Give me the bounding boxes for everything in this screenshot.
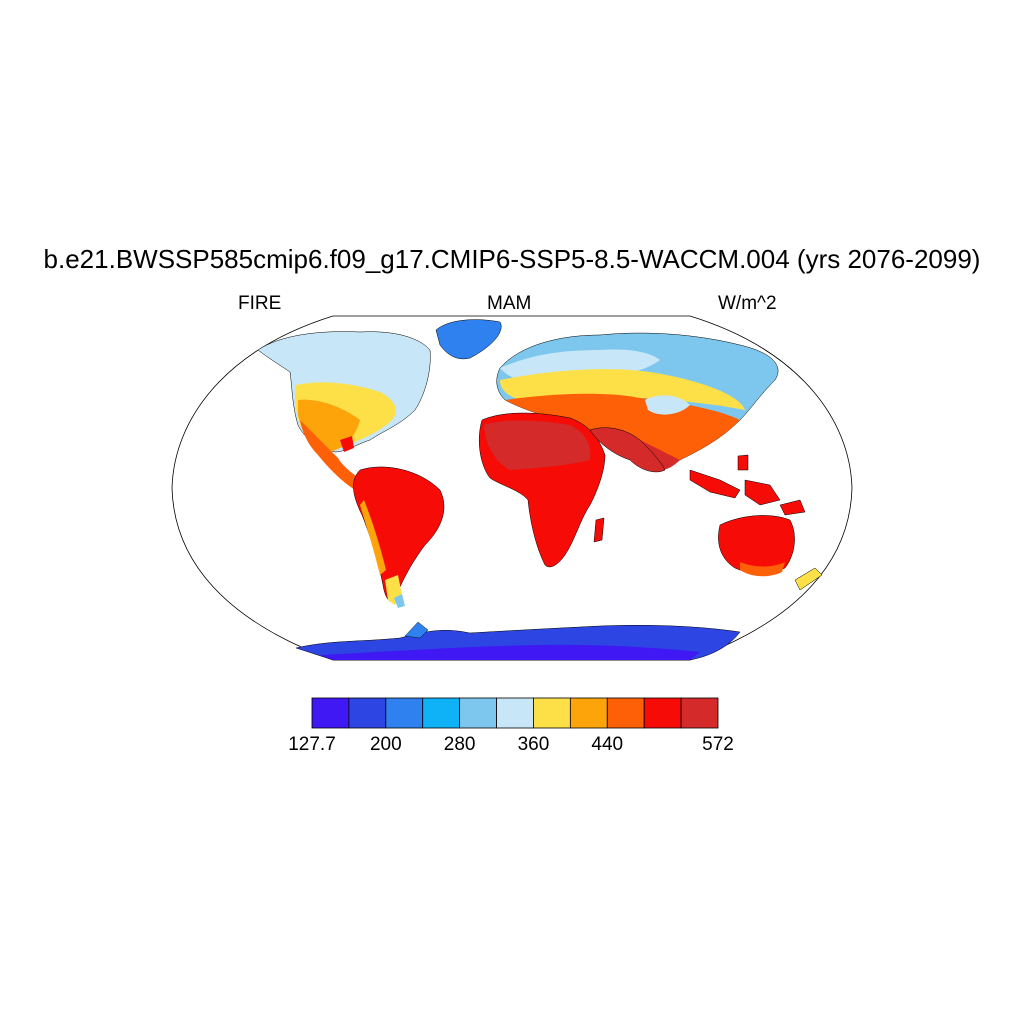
plot-title: b.e21.BWSSP585cmip6.f09_g17.CMIP6-SSP5-8…	[43, 244, 981, 274]
antarctica	[295, 621, 741, 661]
variable-label: FIRE	[238, 293, 282, 314]
colorbar-box	[643, 697, 682, 729]
colorbar-box	[606, 697, 645, 729]
colorbar-box	[496, 697, 534, 729]
colorbar-box	[422, 697, 461, 729]
colorbar-box	[459, 697, 497, 729]
colorbar-tick-label: 280	[443, 734, 476, 755]
africa	[479, 412, 606, 568]
colorbar-tick-label: 572	[702, 734, 734, 755]
colorbar-box	[348, 697, 387, 729]
colorbar-box	[385, 697, 424, 729]
new-zealand	[794, 567, 823, 591]
colorbar-tick-label: 360	[517, 734, 550, 755]
colorbar-box	[533, 697, 571, 729]
units-label: W/m^2	[718, 293, 777, 314]
southeast-asia	[689, 454, 806, 516]
arabia-india	[589, 427, 666, 473]
colorbar-tick-label: 440	[591, 734, 624, 755]
madagascar	[593, 517, 605, 543]
north-america	[257, 331, 431, 494]
colorbar-tick-label: 200	[369, 734, 402, 755]
colorbar-tick-label: 127.7	[288, 734, 336, 755]
colorbar-box	[680, 697, 719, 729]
greenland	[435, 319, 502, 360]
australia	[718, 515, 795, 577]
season-label: MAM	[487, 293, 532, 314]
colorbar-box	[311, 697, 350, 729]
colorbar-box	[569, 697, 608, 729]
eurasia	[496, 332, 779, 470]
south-america	[353, 466, 445, 608]
